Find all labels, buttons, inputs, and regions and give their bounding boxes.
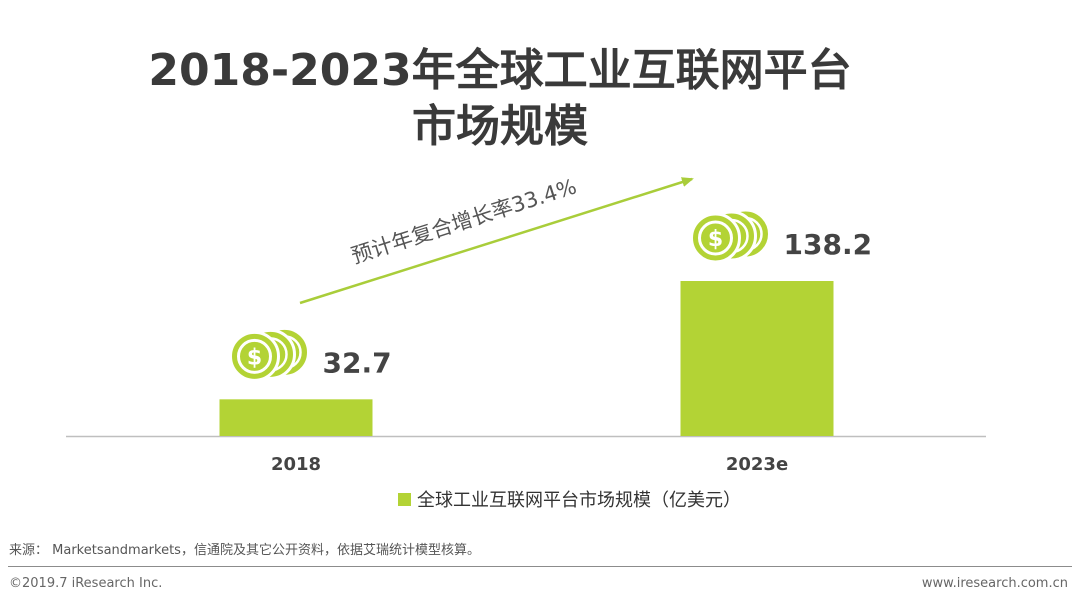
dollar-sign: $ xyxy=(247,345,262,370)
dollar-coin-icon: $ xyxy=(229,326,310,382)
legend-label: 全球工业互联网平台市场规模（亿美元） xyxy=(417,490,741,511)
growth-annotation: 预计年复合增长率33.4% xyxy=(348,174,579,268)
coin-ring xyxy=(698,220,733,256)
bars-group: 2018 $ 32.7 2023e $ 138.2 xyxy=(219,208,873,475)
copyright: ©2019.7 iResearch Inc. xyxy=(9,576,163,591)
chart-title-line1: 2018-2023年全球工业互联网平台 xyxy=(148,45,852,96)
bar-2023e xyxy=(680,281,834,436)
website-link[interactable]: www.iresearch.com.cn xyxy=(921,576,1068,591)
data-label: 32.7 xyxy=(323,346,392,379)
legend: 全球工业互联网平台市场规模（亿美元） xyxy=(398,486,741,512)
coin-ring xyxy=(237,338,272,374)
legend-swatch xyxy=(398,492,411,506)
x-tick-label: 2018 xyxy=(271,454,321,475)
chart-title-line2: 市场规模 xyxy=(412,101,588,152)
bar-2018 xyxy=(219,399,373,436)
data-label: 138.2 xyxy=(784,228,873,261)
source-note: 来源： Marketsandmarkets，信通院及其它公开资料，依据艾瑞统计模… xyxy=(9,543,480,558)
dollar-sign: $ xyxy=(708,227,723,252)
footer-divider xyxy=(8,566,1072,567)
dollar-coin-icon: $ xyxy=(690,208,771,264)
x-tick-label: 2023e xyxy=(726,454,788,475)
growth-arrow xyxy=(299,177,694,305)
